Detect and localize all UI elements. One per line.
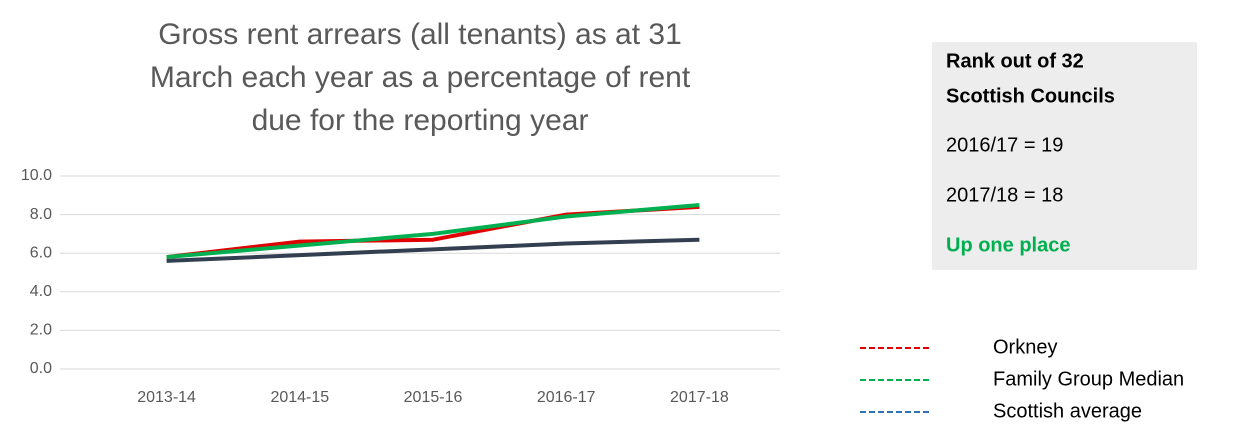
legend-label: Scottish average <box>993 400 1142 422</box>
x-tick-label: 2014-15 <box>270 389 329 406</box>
y-tick-label: 6.0 <box>30 244 52 261</box>
line-series <box>166 202 700 260</box>
y-tick-label: 0.0 <box>30 360 52 377</box>
chart-title: due for the reporting year <box>252 104 589 137</box>
chart-title: March each year as a percentage of rent <box>150 61 691 94</box>
rank-heading: Scottish Councils <box>946 85 1115 107</box>
x-tick-label: 2016-17 <box>537 389 596 406</box>
x-tick-label: 2017-18 <box>670 389 729 406</box>
x-tick-label: 2013-14 <box>137 389 196 406</box>
rank-change: Up one place <box>946 234 1070 256</box>
y-tick-label: 10.0 <box>21 167 52 184</box>
y-tick-label: 2.0 <box>30 322 52 339</box>
line-series <box>166 237 700 263</box>
x-tick-label: 2015-16 <box>404 389 463 406</box>
y-tick-label: 4.0 <box>30 283 52 300</box>
rank-line: 2016/17 = 19 <box>946 134 1063 156</box>
legend-label: Orkney <box>993 336 1057 358</box>
legend-label: Family Group Median <box>993 368 1184 390</box>
rank-box <box>932 42 1197 270</box>
rank-line: 2017/18 = 18 <box>946 184 1063 206</box>
y-tick-label: 8.0 <box>30 206 52 223</box>
rank-heading: Rank out of 32 <box>946 50 1084 72</box>
chart-title: Gross rent arrears (all tenants) as at 3… <box>158 18 682 51</box>
